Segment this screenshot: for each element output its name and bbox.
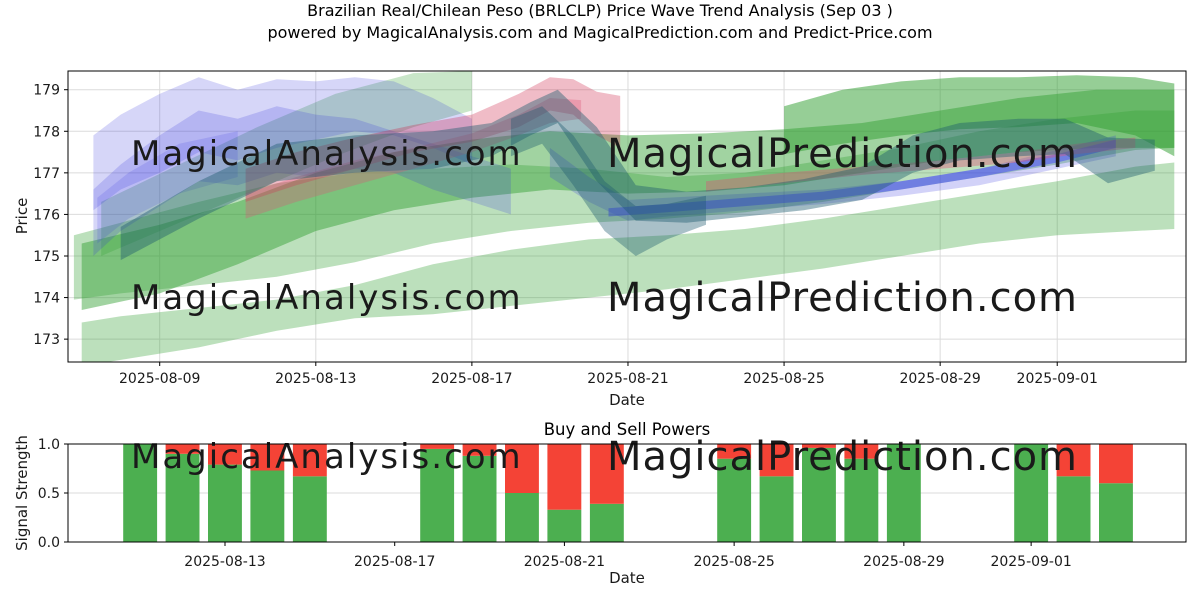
buy-bar-segment (1056, 476, 1091, 542)
band-blue-fan-3 (97, 131, 238, 244)
sell-bar-segment (462, 444, 497, 456)
band-red-crest (245, 77, 621, 202)
y-tick-label: 0.5 (38, 486, 60, 502)
band-green-pale-upper (73, 110, 1175, 300)
band-green-pale-lower (81, 162, 1175, 362)
buy-bar-segment (420, 448, 455, 542)
watermark-magicalprediction: MagicalPrediction.com (607, 131, 1078, 177)
buy-bar-segment (717, 458, 752, 542)
x-tick-label: 2025-08-09 (119, 371, 200, 387)
x-tick-label: 2025-08-17 (354, 554, 435, 570)
x-tick-label: 2025-08-17 (431, 371, 512, 387)
sell-bar-segment (844, 444, 879, 459)
sell-bar-segment (250, 444, 285, 471)
band-pink-line-right (706, 137, 1136, 192)
sell-bar-segment (547, 444, 582, 510)
y-tick-label: 1.0 (38, 437, 60, 453)
sell-bar-segment (717, 444, 752, 459)
price-wave-bands (73, 71, 1175, 362)
buy-bar-segment (802, 447, 836, 542)
buy-bar-segment (547, 509, 582, 542)
power-bars (123, 444, 1133, 542)
sell-bar-segment (1099, 444, 1133, 484)
watermark-magicalprediction: MagicalPrediction.com (607, 434, 1078, 480)
buy-bar-segment (505, 493, 539, 542)
x-tick-label: 2025-08-25 (693, 554, 774, 570)
buy-bar-segment (1099, 483, 1133, 542)
x-tick-label: 2025-09-01 (990, 554, 1071, 570)
sell-bar-segment (802, 444, 836, 448)
buy-bar-segment (844, 458, 879, 542)
buy-bar-segment (1014, 444, 1049, 542)
x-tick-label: 2025-08-13 (275, 371, 356, 387)
y-tick-label: 178 (33, 124, 60, 140)
buy-bar-segment (462, 455, 497, 542)
band-teal-wave (120, 89, 1155, 261)
sell-bar-segment (589, 444, 624, 504)
buy-bar-segment (292, 476, 327, 542)
band-teal-dip (510, 106, 706, 256)
sell-bar-segment (208, 444, 242, 465)
x-tick-label: 2025-08-29 (863, 554, 944, 570)
x-tick-label: 2025-08-25 (743, 371, 824, 387)
plot-border (67, 70, 1187, 363)
power-chart-xlabel: Date (609, 569, 645, 587)
buy-bar-segment (759, 476, 794, 542)
power-chart-title: Buy and Sell Powers (543, 420, 711, 439)
price-chart-xlabel: Date (609, 391, 645, 409)
buy-bar-segment (123, 444, 158, 542)
figure-title-line1: Brazilian Real/Chilean Peso (BRLCLP) Pri… (307, 1, 893, 20)
sell-bar-segment (759, 444, 794, 477)
figure-title: Brazilian Real/Chilean Peso (BRLCLP) Pri… (0, 0, 1200, 44)
buy-bar-segment (589, 503, 624, 542)
sell-bar-segment (292, 444, 327, 477)
x-tick-label: 2025-08-21 (524, 554, 605, 570)
sell-bar-segment (420, 444, 455, 449)
band-blue-fan-2 (93, 106, 511, 256)
buy-bar-segment (208, 464, 242, 542)
watermark-magicalprediction: MagicalPrediction.com (607, 275, 1078, 321)
y-tick-label: 179 (33, 83, 60, 99)
watermark-magicalanalysis: MagicalAnalysis.com (131, 278, 523, 318)
band-blue-fan-1 (93, 77, 472, 211)
band-green-mid (81, 89, 1175, 310)
y-tick-label: 177 (33, 166, 60, 182)
band-green-top-right (784, 75, 1175, 157)
buy-bar-segment (250, 470, 285, 542)
price-axis-label: Price (13, 197, 31, 235)
x-tick-label: 2025-08-13 (184, 554, 265, 570)
x-tick-label: 2025-08-21 (587, 371, 668, 387)
sell-bar-segment (1056, 444, 1091, 477)
sell-bar-segment (505, 444, 539, 493)
sell-bar-segment (165, 444, 200, 454)
band-pink-band (245, 98, 582, 219)
y-tick-label: 173 (33, 332, 60, 348)
x-tick-label: 2025-09-01 (1017, 371, 1098, 387)
y-tick-label: 175 (33, 249, 60, 265)
watermark-magicalanalysis: MagicalAnalysis.com (131, 134, 523, 174)
y-tick-label: 176 (33, 207, 60, 223)
buy-bar-segment (886, 444, 921, 542)
band-green-rising-left (101, 71, 472, 256)
watermark-magicalanalysis: MagicalAnalysis.com (131, 437, 523, 477)
figure-title-line2: powered by MagicalAnalysis.com and Magic… (267, 23, 933, 42)
y-tick-label: 0.0 (38, 535, 60, 551)
band-blue-line-right (608, 139, 1116, 217)
band-blue-band-right (549, 135, 1116, 221)
y-tick-label: 174 (33, 291, 60, 307)
x-tick-label: 2025-08-29 (899, 371, 980, 387)
buy-bar-segment (165, 453, 200, 542)
signal-strength-axis-label: Signal Strength (13, 435, 31, 551)
